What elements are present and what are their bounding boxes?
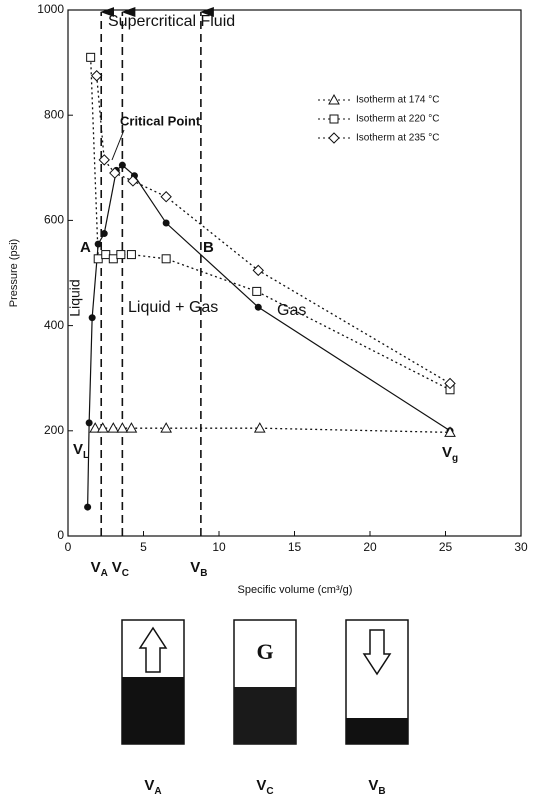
point [93,254,103,264]
point [252,264,264,277]
arrow-up [138,626,168,673]
annotation-pointer [111,129,125,161]
x-tick-label: 5 [140,540,147,554]
volume-marker-label: VB [190,559,207,579]
annotation: Liquid + Gas [128,299,218,316]
annotation-sub: L [83,450,89,461]
cell-a-liquid [122,677,184,744]
legend-label: Isotherm at 220 °C [356,114,439,125]
x-tick-label: 15 [288,540,302,554]
annotation: B [203,239,214,256]
annotation: Critical Point [120,113,201,128]
series-line [95,427,451,434]
annotation: Liquid [67,279,83,316]
annotation-sub: g [452,453,458,464]
y-tick-label: 1000 [37,2,64,16]
volume-marker-label-sub: B [200,568,207,579]
cell-label: VA [144,777,161,797]
point [160,191,172,203]
point [85,419,93,427]
point [125,422,138,433]
point [444,426,456,437]
y-tick-label: 0 [57,528,64,542]
point [253,422,266,433]
annotation: Vg [442,444,458,464]
point [127,175,139,187]
x-tick-label: 25 [439,540,453,554]
volume-marker-label-main: V [91,559,101,576]
y-tick-label: 200 [44,423,64,437]
legend-symbol [328,93,340,105]
y-tick-label: 800 [44,107,64,121]
volume-marker-label: VC [112,559,129,579]
x-axis-title: Specific volume (cm³/g) [238,584,353,596]
cell-label-sub: B [378,786,385,797]
point [107,422,120,433]
point [96,422,109,433]
series-line [90,57,451,391]
point [109,167,121,179]
annotation: VL [73,441,89,461]
volume-marker-label-sub: A [101,568,108,579]
point [84,503,92,511]
point [88,314,96,322]
y-tick-label: 600 [44,213,64,227]
cell-label-main: V [256,777,266,794]
gas-label: G [256,639,273,664]
annotation: Supercritical Fluid [108,13,235,30]
point [101,250,111,260]
x-tick-label: 20 [363,540,377,554]
cell-label-main: V [368,777,378,794]
point [162,219,170,227]
point [116,250,126,260]
point [118,161,126,169]
point [444,377,456,390]
point [252,286,262,296]
x-tick-label: 10 [212,540,226,554]
volume-marker-label-sub: C [122,568,129,579]
cell-label-main: V [144,777,154,794]
annotation: A [80,239,91,256]
point [161,254,171,264]
point [98,154,110,166]
x-tick-label: 30 [514,540,528,554]
point [108,254,118,264]
cell-c-liquid [234,687,296,744]
volume-marker-label-main: V [190,559,200,576]
annotation-main: V [73,441,83,458]
y-axis-title: Pressure (psi) [8,239,20,307]
y-tick-label: 400 [44,318,64,332]
cell-label: VB [368,777,385,797]
point [116,422,129,433]
point [89,422,102,433]
cell-b-liquid [346,718,408,744]
legend-label: Isotherm at 174 °C [356,95,439,106]
volume-marker-label: VA [91,559,108,579]
point [100,230,108,238]
series-line [87,164,451,508]
cell-label: VC [256,777,273,797]
point [254,303,262,311]
arrow-down [362,629,392,676]
cell-label-sub: A [154,786,161,797]
point [86,52,96,62]
legend-symbol [328,132,340,144]
cells: G [121,619,409,745]
point [126,250,136,260]
annotation: Gas [277,302,306,319]
point [160,422,172,433]
point [90,70,103,82]
annotation-main: V [442,444,452,461]
legend-symbol [329,114,339,124]
volume-marker-label-main: V [112,559,122,576]
cell-label-sub: C [266,786,273,797]
legend-label: Isotherm at 235 °C [356,133,439,144]
x-tick-label: 0 [65,540,72,554]
